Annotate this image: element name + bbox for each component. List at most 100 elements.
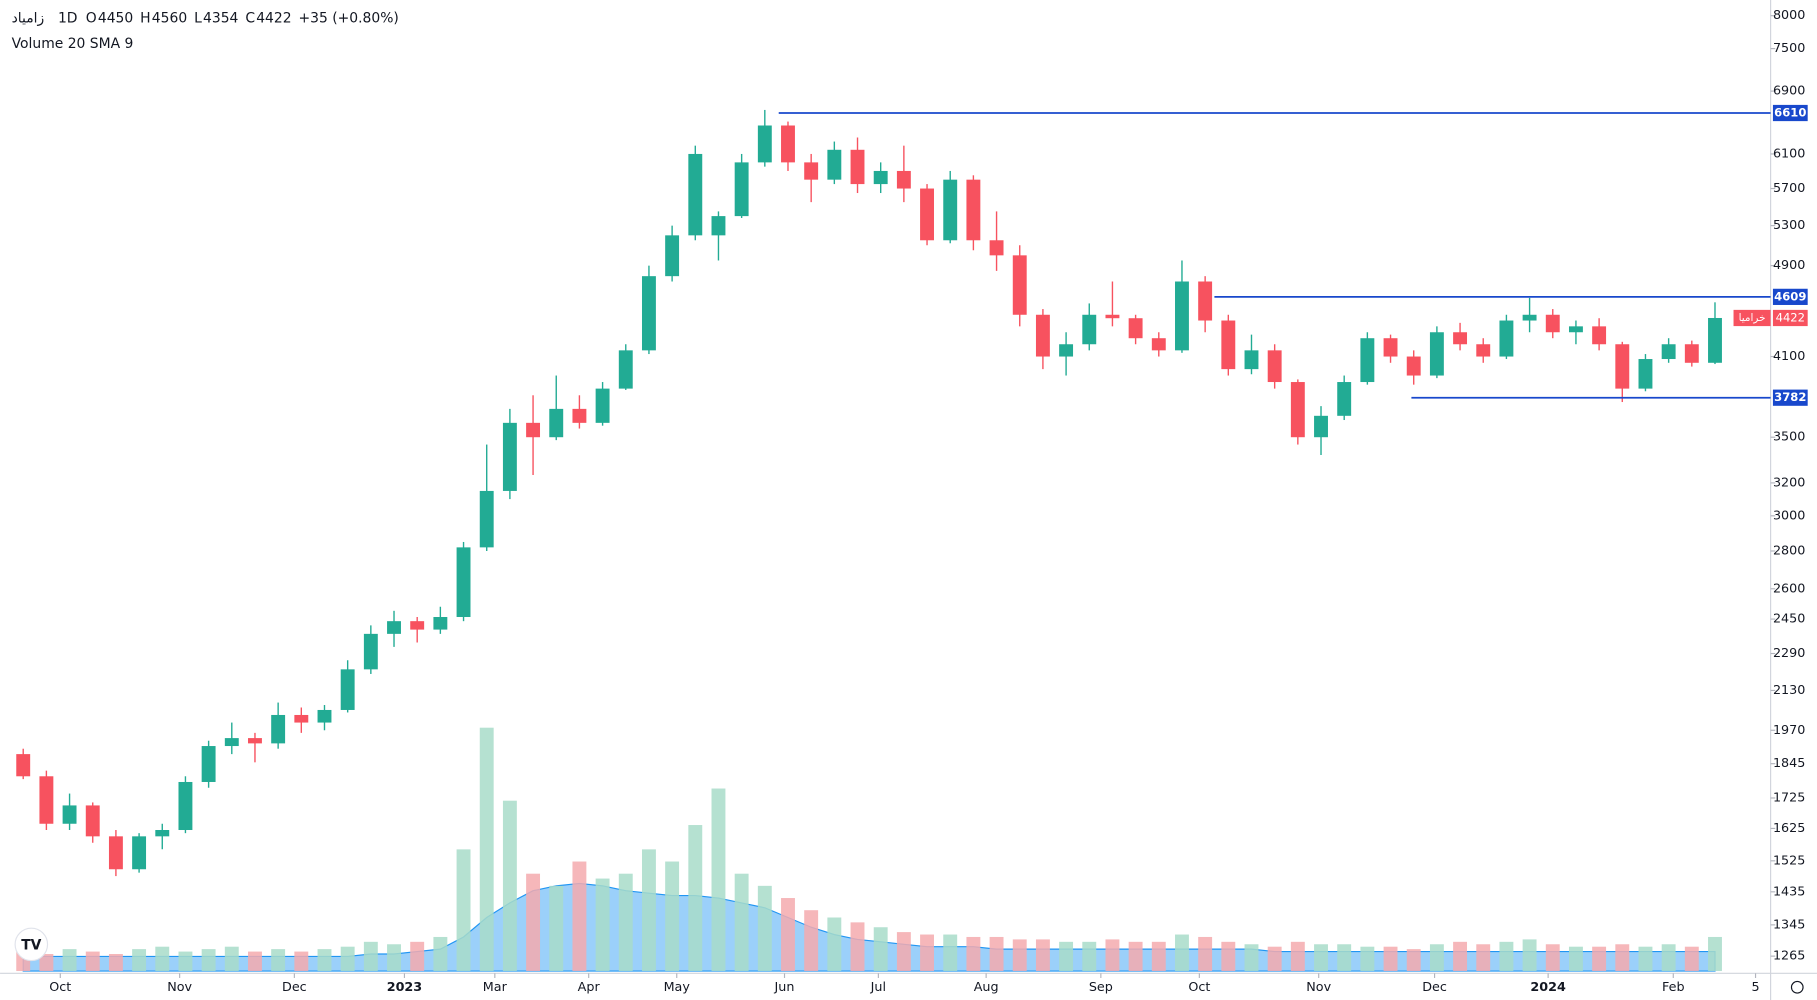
volume-bar bbox=[1198, 936, 1213, 972]
candle-body bbox=[781, 125, 795, 163]
ohlc-letter: H bbox=[140, 11, 150, 27]
candle-body bbox=[317, 709, 332, 723]
candle-body bbox=[734, 162, 749, 217]
candle-body bbox=[1522, 314, 1537, 321]
candle-body bbox=[711, 216, 726, 236]
level-label: 3782 bbox=[1774, 390, 1806, 404]
candle-body bbox=[479, 490, 494, 548]
last-price-label: 4422 bbox=[1776, 310, 1805, 324]
candle-body bbox=[224, 738, 239, 747]
volume-bar bbox=[39, 953, 54, 972]
volume-bar bbox=[502, 800, 517, 972]
volume-bar bbox=[641, 849, 656, 972]
y-tick-label: 1435 bbox=[1773, 884, 1805, 899]
volume-bar bbox=[989, 936, 1004, 972]
volume-bar bbox=[734, 873, 749, 972]
volume-bar bbox=[62, 949, 77, 972]
x-tick-label: Mar bbox=[483, 980, 508, 995]
volume-bar bbox=[1545, 944, 1560, 972]
candle-body bbox=[1592, 326, 1607, 345]
candle-body bbox=[966, 179, 981, 241]
y-tick-label: 4100 bbox=[1773, 349, 1805, 364]
candle-body bbox=[804, 162, 819, 180]
volume-bar bbox=[155, 946, 170, 972]
volume-bar bbox=[920, 934, 934, 972]
candle-body bbox=[502, 422, 517, 491]
x-tick-label: Oct bbox=[49, 980, 71, 995]
volume-bar bbox=[595, 878, 610, 972]
volume-bar bbox=[1592, 946, 1607, 972]
y-tick-label: 3000 bbox=[1773, 508, 1805, 523]
y-tick-label: 4900 bbox=[1773, 258, 1805, 273]
candle-body bbox=[410, 621, 425, 630]
ohlc-value: 4354 bbox=[203, 11, 239, 27]
candle-body bbox=[1383, 338, 1398, 357]
volume-bar bbox=[1151, 941, 1166, 972]
y-tick-label: 8000 bbox=[1773, 8, 1805, 23]
y-tick-label: 6100 bbox=[1773, 146, 1805, 161]
y-tick-label: 1625 bbox=[1773, 821, 1805, 836]
candle-body bbox=[1267, 350, 1282, 383]
indicator-name: Volume 20 SMA 9 bbox=[12, 36, 134, 52]
y-tick-label: 3500 bbox=[1773, 430, 1805, 445]
candle-body bbox=[595, 388, 610, 423]
candle-body bbox=[1499, 320, 1514, 357]
candle-body bbox=[433, 617, 448, 630]
volume-bar bbox=[387, 944, 401, 972]
x-tick-label: Oct bbox=[1188, 980, 1210, 995]
change: +35 (+0.80%) bbox=[299, 11, 399, 27]
y-tick-label: 2600 bbox=[1773, 581, 1805, 596]
candle-body bbox=[989, 240, 1004, 256]
candle-body bbox=[294, 714, 309, 723]
volume-bar bbox=[1105, 939, 1120, 972]
volume-bar bbox=[1082, 941, 1097, 972]
y-tick-label: 6900 bbox=[1773, 84, 1805, 99]
candle-body bbox=[1012, 255, 1027, 315]
ohlc-value: 4560 bbox=[152, 11, 187, 27]
y-tick-label: 2450 bbox=[1773, 612, 1805, 627]
volume-bar bbox=[757, 885, 772, 972]
x-tick-label: Feb bbox=[1662, 980, 1685, 995]
volume-bar bbox=[1383, 946, 1398, 972]
volume-bar bbox=[1522, 939, 1537, 972]
last-price-tag bbox=[1772, 309, 1808, 327]
x-tick-label: Jun bbox=[774, 980, 795, 995]
x-tick-label: Dec bbox=[1422, 980, 1447, 995]
volume-bar bbox=[433, 936, 448, 972]
x-tick-label: Aug bbox=[974, 980, 999, 995]
ohlc-value: 4450 bbox=[98, 11, 133, 27]
candle-body bbox=[757, 125, 772, 163]
ohlc-letter: L bbox=[194, 11, 202, 27]
candle-body bbox=[363, 633, 378, 670]
y-tick-label: 2800 bbox=[1773, 543, 1805, 558]
y-tick-label: 1845 bbox=[1773, 756, 1805, 771]
candle-body bbox=[1128, 318, 1143, 339]
y-tick-label: 2290 bbox=[1773, 646, 1805, 661]
candle-body bbox=[1684, 344, 1699, 363]
candle-body bbox=[1568, 326, 1583, 333]
volume-bar bbox=[688, 825, 703, 972]
symbol-tag bbox=[1733, 309, 1771, 327]
y-tick-label: 3200 bbox=[1773, 475, 1805, 490]
volume-bar bbox=[479, 727, 494, 972]
candle-body bbox=[920, 188, 934, 241]
volume-bar bbox=[1615, 944, 1630, 972]
volume-bar bbox=[1337, 944, 1352, 972]
candle-body bbox=[827, 149, 842, 180]
volume-bar bbox=[1360, 946, 1375, 972]
candle-body bbox=[1708, 317, 1722, 363]
candle-body bbox=[1244, 350, 1259, 370]
settings-icon[interactable] bbox=[1790, 980, 1804, 994]
volume-bar bbox=[1453, 941, 1468, 972]
x-tick-label: Apr bbox=[578, 980, 601, 995]
volume-bar bbox=[711, 788, 726, 972]
volume-bar bbox=[1429, 944, 1444, 972]
candle-body bbox=[1661, 344, 1676, 360]
volume-bar bbox=[549, 885, 564, 972]
candle-body bbox=[1638, 359, 1653, 389]
volume-bar bbox=[572, 861, 587, 972]
candle-body bbox=[1406, 356, 1421, 376]
candle-body bbox=[132, 836, 147, 870]
volume-bar bbox=[1059, 941, 1074, 972]
volume-bar bbox=[966, 936, 981, 972]
